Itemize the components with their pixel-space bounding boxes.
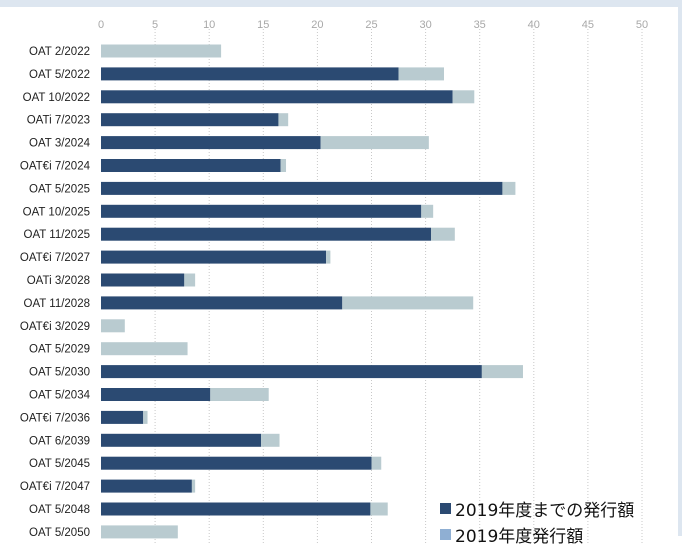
category-label: OAT 2/2022 <box>29 46 90 58</box>
category-label: OAT 5/2029 <box>29 344 90 356</box>
category-label: OAT 5/2022 <box>29 69 90 81</box>
x-tick-label: 35 <box>474 19 486 31</box>
legend-label-annual: 2019年度発行額 <box>455 526 584 547</box>
bar-annual <box>210 388 269 401</box>
bar-annual <box>342 296 474 310</box>
category-label: OAT€i 7/2047 <box>20 481 90 493</box>
bar-cumulative <box>101 410 144 424</box>
bar-annual <box>101 319 125 333</box>
bar-annual <box>280 159 287 172</box>
legend-swatch-annual <box>440 528 451 540</box>
bar-annual <box>261 433 280 447</box>
category-label: OAT 5/2025 <box>29 183 90 195</box>
bar-cumulative <box>101 67 399 81</box>
bar-annual <box>502 181 516 195</box>
bar-cumulative <box>101 502 371 516</box>
x-tick-label: 5 <box>152 19 158 31</box>
category-label: OAT 11/2028 <box>24 298 91 310</box>
bar-cumulative <box>101 204 422 218</box>
bar-annual <box>398 67 444 81</box>
bar-cumulative <box>101 296 343 310</box>
bar-cumulative <box>101 181 503 195</box>
bar-annual <box>371 456 382 470</box>
category-label: OAT 10/2022 <box>23 92 90 104</box>
bar-cumulative <box>101 273 185 287</box>
category-label: OAT€i 3/2029 <box>20 321 90 333</box>
category-label: OAT 11/2025 <box>24 229 91 241</box>
bar-cumulative <box>101 433 262 447</box>
x-tick-label: 25 <box>365 19 377 31</box>
category-label: OAT€i 7/2036 <box>20 412 90 424</box>
category-label: OAT 5/2030 <box>29 367 90 379</box>
x-tick-label: 15 <box>257 19 269 31</box>
category-label: OATi 3/2028 <box>27 275 90 287</box>
bar-cumulative <box>101 388 211 401</box>
category-label: OAT 6/2039 <box>29 435 90 447</box>
bar-cumulative <box>101 456 372 470</box>
bar-cumulative <box>101 365 482 379</box>
bar-annual <box>326 250 331 264</box>
legend-label-cumulative: 2019年度までの発行額 <box>455 500 635 521</box>
bar-annual <box>143 410 148 424</box>
x-tick-label: 10 <box>203 19 215 31</box>
x-tick-label: 0 <box>98 19 104 31</box>
category-label: OAT 5/2050 <box>29 527 90 539</box>
x-tick-label: 50 <box>636 19 648 31</box>
bar-annual <box>101 342 188 356</box>
chart-legend: 2019年度までの発行額 2019年度発行額 <box>440 495 680 547</box>
bar-annual <box>184 273 196 287</box>
bar-annual <box>481 365 523 379</box>
x-tick-label: 20 <box>311 19 323 31</box>
category-label: OAT 3/2024 <box>29 138 91 150</box>
bar-cumulative <box>101 136 321 150</box>
bar-chart: 0 5 10 15 20 25 30 35 40 45 50 OAT 2/2022 OAT 5/2022… <box>20 19 648 543</box>
category-label: OAT€i 7/2024 <box>20 161 91 173</box>
bar-annual <box>320 136 429 150</box>
bar-annual <box>431 227 455 241</box>
bar-annual <box>101 44 222 58</box>
x-tick-label: 30 <box>419 19 431 31</box>
category-label: OAT 5/2034 <box>29 390 91 402</box>
bar-cumulative <box>101 250 327 264</box>
x-tick-label: 45 <box>582 19 594 31</box>
bar-annual <box>452 90 475 104</box>
legend-swatch-cumulative <box>440 502 451 514</box>
bar-annual <box>278 113 289 127</box>
bar-annual <box>421 204 434 218</box>
category-label: OAT€i 7/2027 <box>20 252 90 264</box>
legend-item-annual: 2019年度発行額 <box>440 521 680 547</box>
bar-annual <box>370 502 388 516</box>
legend-item-cumulative: 2019年度までの発行額 <box>440 495 680 521</box>
bar-cumulative <box>101 113 279 127</box>
bar-cumulative <box>101 90 453 104</box>
category-label: OAT 10/2025 <box>23 206 90 218</box>
category-label: OATi 7/2023 <box>27 115 90 127</box>
category-label: OAT 5/2045 <box>29 458 90 470</box>
bar-annual <box>191 479 196 493</box>
bar-annual <box>101 525 178 539</box>
bar-cumulative <box>101 159 281 172</box>
category-label: OAT 5/2048 <box>29 504 90 516</box>
x-tick-label: 40 <box>528 19 540 31</box>
bar-cumulative <box>101 479 192 493</box>
bar-cumulative <box>101 227 432 241</box>
